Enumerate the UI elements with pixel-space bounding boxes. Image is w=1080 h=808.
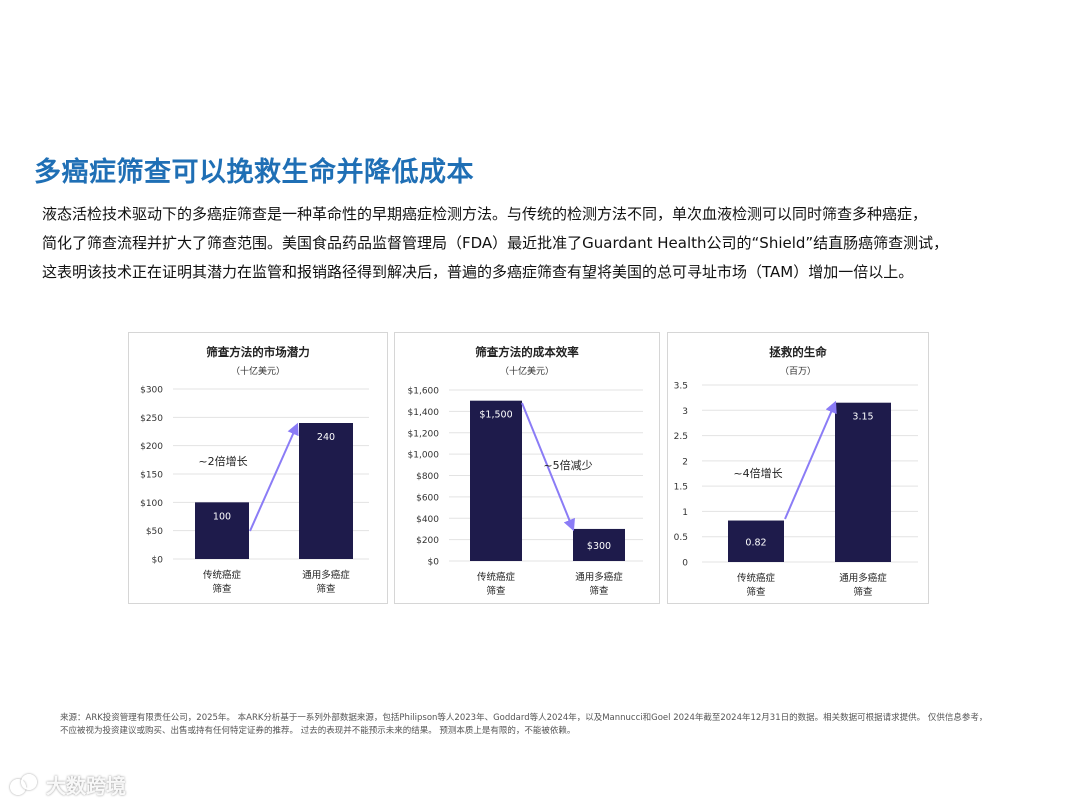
y-tick-label: 3.5 <box>674 382 688 392</box>
y-tick-label: 1 <box>682 508 688 518</box>
x-category-label: 传统癌症 <box>737 572 776 584</box>
y-tick-label: $800 <box>416 472 439 482</box>
intro-line: 这表明该技术正在证明其潜力在监管和报销路径得到解决后，普遍的多癌症筛查有望将美国… <box>42 263 914 281</box>
chart-subtitle: （百万） <box>780 366 816 377</box>
y-tick-label: 2.5 <box>674 432 688 442</box>
trend-arrow <box>249 422 299 532</box>
footnote-line: 不应被视为投资建议或购买、出售或持有任何特定证券的推荐。 过去的表现并不能预示未… <box>60 726 576 736</box>
intro-line: 简化了筛查流程并扩大了筛查范围。美国食品药品监督管理局（FDA）最近批准了Gua… <box>42 234 949 252</box>
bar <box>299 423 353 559</box>
bar-value-label: $1,500 <box>479 410 512 421</box>
x-category-label: 筛查 <box>589 585 609 597</box>
x-category-label: 通用多癌症 <box>839 572 887 584</box>
x-category-label: 筛查 <box>746 586 766 598</box>
trend-arrow <box>521 402 575 532</box>
chart-title: 筛查方法的市场潜力 <box>206 345 310 359</box>
y-tick-label: $50 <box>146 527 163 537</box>
cost-efficiency-chart: 筛查方法的成本效率 （十亿美元） $0 $200 $400 $600 $800 $1,000 $… <box>408 345 643 597</box>
trend-arrow <box>784 400 837 520</box>
y-tick-label: $0 <box>428 558 440 568</box>
y-tick-label: $1,200 <box>408 429 440 439</box>
y-tick-label: $100 <box>140 499 163 509</box>
bar-value-label: 3.15 <box>852 412 873 423</box>
y-tick-label: $600 <box>416 493 439 503</box>
bar-value-label: 100 <box>213 511 231 522</box>
watermark: 大数跨境 <box>10 770 126 799</box>
y-tick-label: $400 <box>416 515 439 525</box>
chart-subtitle: （十亿美元） <box>500 365 554 377</box>
watermark-logo-icon <box>10 773 40 796</box>
bar <box>728 520 784 562</box>
x-category-label: 筛查 <box>316 583 336 595</box>
y-tick-label: $1,600 <box>408 387 440 397</box>
market-potential-chart: 筛查方法的市场潜力 （十亿美元） $0 $50 $100 $150 $200 $250 $300… <box>140 345 369 595</box>
y-tick-label: $200 <box>140 442 163 452</box>
x-category-label: 通用多癌症 <box>302 569 350 581</box>
change-annotation: ~5倍减少 <box>543 458 592 472</box>
page-title: 多癌症筛查可以挽救生命并降低成本 <box>34 157 474 188</box>
y-tick-label: $150 <box>140 471 163 481</box>
footnote-line: 来源：ARK投资管理有限责任公司，2025年。 本ARK分析基于一系列外部数据来… <box>60 713 988 723</box>
chart-panel-cost-efficiency: 筛查方法的成本效率 （十亿美元） $0 $200 $400 $600 $800 $1,000 $… <box>394 332 660 604</box>
x-category-label: 筛查 <box>853 586 873 598</box>
y-tick-label: $0 <box>152 556 164 566</box>
y-tick-label: 2 <box>682 457 688 467</box>
bar <box>470 400 522 561</box>
y-tick-label: $300 <box>140 386 163 396</box>
chart-panel-market-potential: 筛查方法的市场潜力 （十亿美元） $0 $50 $100 $150 $200 $250 $300… <box>128 332 388 604</box>
bar <box>835 402 891 562</box>
x-category-label: 筛查 <box>486 585 506 597</box>
bar <box>573 528 625 561</box>
change-annotation: ~4倍增长 <box>733 466 782 480</box>
y-tick-label: $250 <box>140 414 163 424</box>
bar-value-label: $300 <box>587 541 611 552</box>
change-annotation: ~2倍增长 <box>198 454 247 468</box>
y-tick-label: 1.5 <box>674 483 688 493</box>
x-category-label: 传统癌症 <box>477 571 516 583</box>
y-tick-label: $200 <box>416 536 439 546</box>
y-tick-label: 0.5 <box>674 533 688 543</box>
y-tick-label: 0 <box>682 559 688 569</box>
x-category-label: 筛查 <box>212 583 232 595</box>
bar-value-label: 0.82 <box>745 537 766 548</box>
bar-value-label: 240 <box>317 432 335 443</box>
y-tick-label: 3 <box>682 407 688 417</box>
y-tick-label: $1,400 <box>408 408 440 418</box>
source-footnote: 来源：ARK投资管理有限责任公司，2025年。 本ARK分析基于一系列外部数据来… <box>60 712 1050 738</box>
watermark-text: 大数跨境 <box>46 774 126 798</box>
bar <box>195 502 249 559</box>
chart-title: 拯救的生命 <box>769 345 827 359</box>
intro-line: 液态活检技术驱动下的多癌症筛查是一种革命性的早期癌症检测方法。与传统的检测方法不… <box>42 205 928 223</box>
chart-subtitle: （十亿美元） <box>231 365 285 377</box>
x-category-label: 传统癌症 <box>203 569 242 581</box>
chart-title: 筛查方法的成本效率 <box>475 345 579 359</box>
chart-panel-lives-saved: 拯救的生命 （百万） 0 0.5 1 1.5 2 2.5 3 3.5 0.82 传统癌症筛查 3.15 通… <box>667 332 929 604</box>
x-category-label: 通用多癌症 <box>575 571 623 583</box>
intro-paragraph: 液态活检技术驱动下的多癌症筛查是一种革命性的早期癌症检测方法。与传统的检测方法不… <box>42 200 1052 287</box>
y-tick-label: $1,000 <box>408 451 440 461</box>
